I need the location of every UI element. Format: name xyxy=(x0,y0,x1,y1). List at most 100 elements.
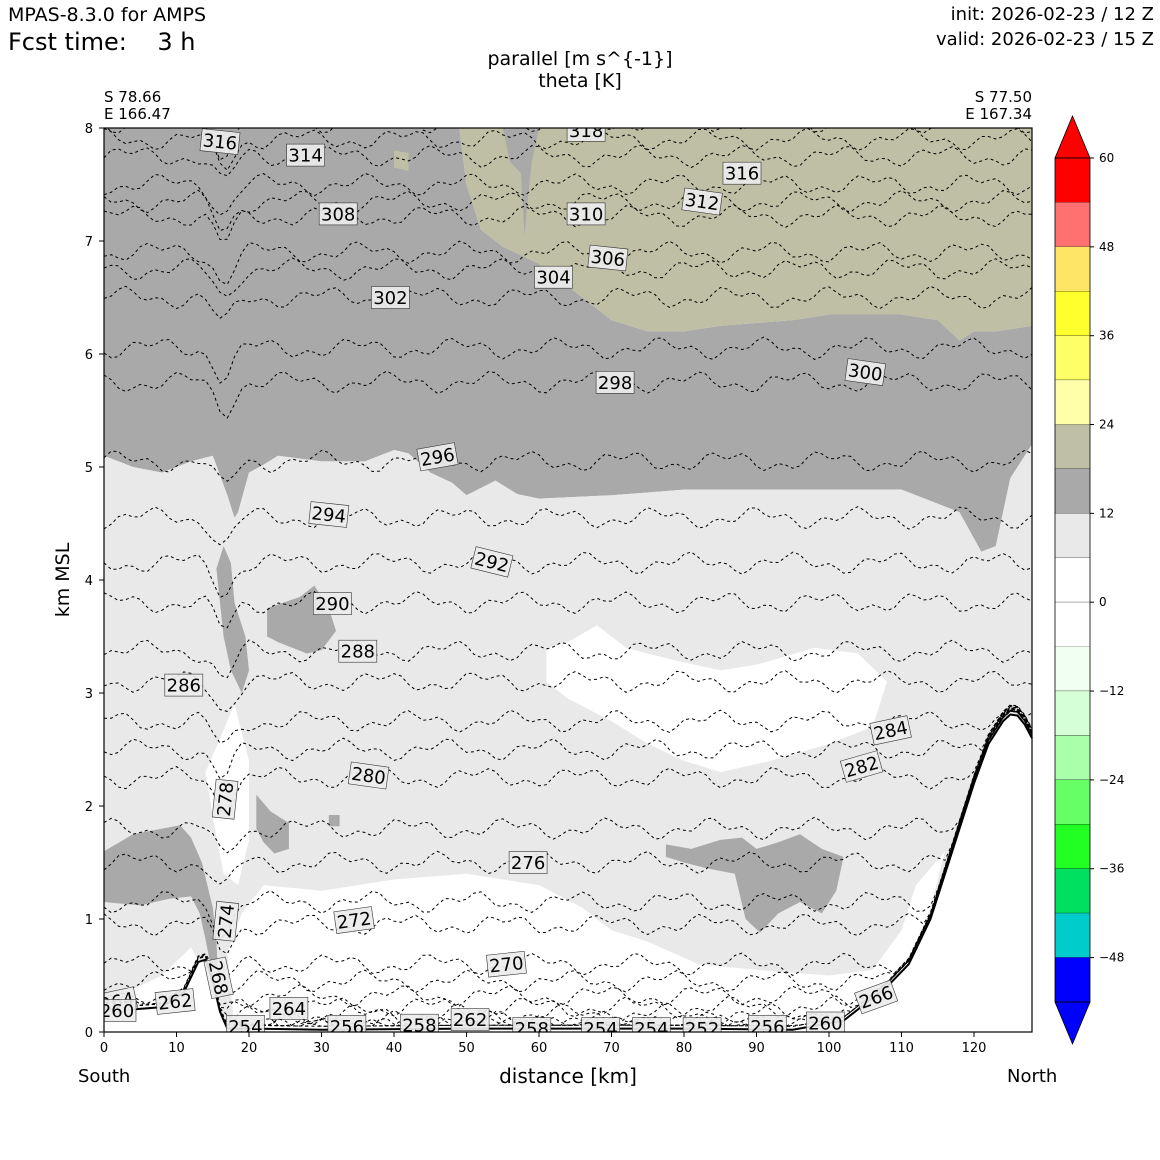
x-axis: 0 10 20 30 40 50 60 70 80 90 100 110 120 xyxy=(100,1032,986,1056)
theta-label-text: 256 xyxy=(330,1017,364,1038)
theta-label-box xyxy=(869,715,912,746)
theta-label: 300 xyxy=(844,358,886,386)
x-tick-label: 80 xyxy=(676,1041,693,1056)
theta-label-text: 286 xyxy=(167,676,201,697)
theta-label-box xyxy=(400,1013,439,1032)
theta-contour-276 xyxy=(104,706,1032,885)
theta-contour-274 xyxy=(104,706,1032,940)
theta-label-box xyxy=(844,358,886,386)
north-end-label: North xyxy=(1007,1066,1058,1087)
colorbar-bin xyxy=(1055,291,1090,336)
theta-label: 254 xyxy=(226,1015,265,1038)
theta-label-text: 262 xyxy=(453,1010,487,1031)
theta-label: 316 xyxy=(199,128,241,155)
colorbar-tick-label: 48 xyxy=(1099,240,1114,254)
colorbar-tick-label: −12 xyxy=(1099,684,1124,698)
colorbar-bin xyxy=(1055,468,1090,514)
colorbar-bin xyxy=(1055,868,1090,914)
theta-contour-306 xyxy=(104,240,1032,286)
colorbar-bin xyxy=(1055,380,1090,425)
theta-label-text: 314 xyxy=(288,146,322,167)
theta-label-box xyxy=(512,1017,552,1032)
colorbar-bin xyxy=(1055,735,1090,780)
theta-label: 310 xyxy=(566,202,606,226)
theta-label-box xyxy=(806,1011,845,1032)
theta-label-text: 274 xyxy=(215,903,239,939)
theta-label: 318 xyxy=(566,121,606,142)
y-axis: 0 1 2 3 4 5 6 7 8 xyxy=(85,122,104,1041)
theta-label: 308 xyxy=(318,202,358,225)
y-axis-label: km MSL xyxy=(52,542,74,617)
y-tick-label: 1 xyxy=(85,913,93,928)
theta-label: 256 xyxy=(748,1015,787,1032)
wind-shade-region-12-18 xyxy=(256,794,289,854)
colorbar-bin xyxy=(1055,158,1090,203)
colorbar-bin xyxy=(1055,913,1090,958)
contour-label-layer: 3163143183163123103083063043023002982962… xyxy=(104,121,912,1040)
colorbar-bin xyxy=(1055,557,1090,603)
wind-shade-region-12-18 xyxy=(665,834,844,933)
wind-shade-region-18-24 xyxy=(459,128,1032,341)
theta-label: 270 xyxy=(486,950,527,978)
wind-shade-region-0-6 xyxy=(546,625,887,773)
colorbar-bin xyxy=(1055,424,1090,469)
theta-label-box xyxy=(347,761,390,790)
theta-contour-268 xyxy=(104,708,1032,996)
theta-label-text: 252 xyxy=(685,1019,719,1040)
y-tick-label: 5 xyxy=(85,461,93,476)
theta-label-box xyxy=(632,1017,671,1032)
theta-label-text: 258 xyxy=(515,1019,549,1040)
colorbar-bin xyxy=(1055,779,1090,825)
x-tick-label: 0 xyxy=(100,1041,108,1056)
forecast-time-label: Fcst time: xyxy=(8,28,127,56)
right-endpoint-coords: S 77.50 E 167.34 xyxy=(965,89,1032,123)
theta-label-box xyxy=(199,128,241,155)
theta-label-text: 260 xyxy=(808,1014,842,1035)
colorbar-bin xyxy=(1055,691,1090,736)
theta-label: 260 xyxy=(104,999,137,1022)
wind-shade-region-12-18 xyxy=(328,815,340,827)
south-end-label: South xyxy=(78,1066,131,1087)
colorbar-bin xyxy=(1055,202,1090,247)
theta-label-text: 294 xyxy=(311,503,347,527)
theta-label: 278 xyxy=(211,778,239,820)
x-tick-label: 90 xyxy=(748,1041,765,1056)
x-tick-label: 20 xyxy=(241,1041,258,1056)
colorbar: 60 48 36 24 12 0 −12 −24 −36 −48 xyxy=(1054,114,1124,1046)
theta-label: 258 xyxy=(512,1017,552,1040)
colorbar-over-arrow xyxy=(1054,114,1091,159)
y-tick-label: 2 xyxy=(85,800,93,815)
theta-label: 288 xyxy=(338,639,378,663)
theta-label-text: 280 xyxy=(350,764,387,790)
model-name: MPAS-8.3.0 for AMPS xyxy=(8,4,207,26)
theta-label: 272 xyxy=(333,906,375,934)
theta-label-text: 298 xyxy=(598,373,632,394)
theta-label-box xyxy=(534,265,573,289)
colorbar-bin xyxy=(1055,824,1090,869)
right-lon: E 167.34 xyxy=(965,105,1032,123)
theta-contour-294 xyxy=(104,506,1032,546)
theta-label-text: 290 xyxy=(315,594,349,615)
theta-label-box xyxy=(587,244,629,272)
theta-label: 264 xyxy=(269,996,309,1020)
theta-label: 254 xyxy=(632,1017,671,1032)
theta-label-text: 318 xyxy=(569,121,603,142)
theta-label-box xyxy=(212,900,240,942)
theta-label: 298 xyxy=(595,370,635,394)
x-tick-label: 60 xyxy=(531,1041,548,1056)
theta-contour-280 xyxy=(104,704,1032,816)
theta-label-text: 306 xyxy=(590,247,626,271)
colorbar-under-arrow xyxy=(1054,1001,1091,1046)
x-axis-label: distance [km] xyxy=(499,1064,637,1088)
x-tick-label: 70 xyxy=(603,1041,620,1056)
theta-contour-312 xyxy=(104,172,1032,216)
wind-shading-layer xyxy=(104,128,1032,1030)
theta-label-box xyxy=(566,128,606,142)
theta-label-text: 254 xyxy=(228,1017,262,1038)
forecast-time-value: 3 h xyxy=(157,28,196,56)
wind-shade-region-12-18 xyxy=(502,128,539,236)
theta-label-box xyxy=(566,202,606,226)
theta-label: 306 xyxy=(587,244,629,272)
y-tick-label: 3 xyxy=(85,687,93,702)
theta-label-box xyxy=(450,1008,490,1031)
